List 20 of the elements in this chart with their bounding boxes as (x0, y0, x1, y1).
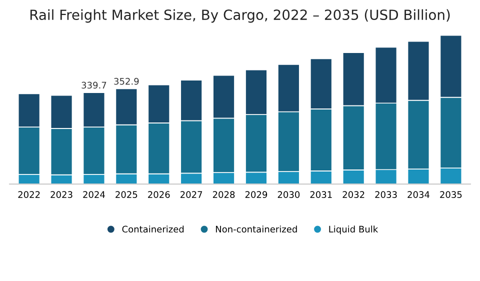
x-tick-label: 2027 (180, 191, 202, 198)
x-tick-label: 2031 (310, 191, 332, 198)
chart-title: Rail Freight Market Size, By Cargo, 2022 – 2035 (USD Billion) (30, 9, 450, 23)
x-tick-label: 2022 (18, 191, 40, 198)
x-tick-label: 2033 (375, 191, 397, 198)
x-tick-label: 2030 (278, 191, 300, 198)
x-tick-label: 2028 (212, 191, 235, 198)
legend-label: Containerized (122, 226, 184, 233)
x-tick-label: 2025 (116, 191, 138, 198)
x-tick-label: 2035 (440, 191, 462, 198)
x-tick-label: 2029 (245, 191, 268, 198)
annotation: 352.9 (114, 78, 139, 85)
x-tick-label: 2034 (408, 191, 430, 198)
annotation: 339.7 (82, 82, 106, 89)
x-tick-label: 2024 (83, 191, 105, 198)
legend-label: Non-containerized (216, 226, 297, 233)
x-tick-label: 2026 (148, 191, 170, 198)
legend-label: Liquid Bulk (329, 226, 378, 234)
x-tick-label: 2032 (342, 191, 364, 198)
x-tick-label: 2023 (50, 191, 72, 198)
